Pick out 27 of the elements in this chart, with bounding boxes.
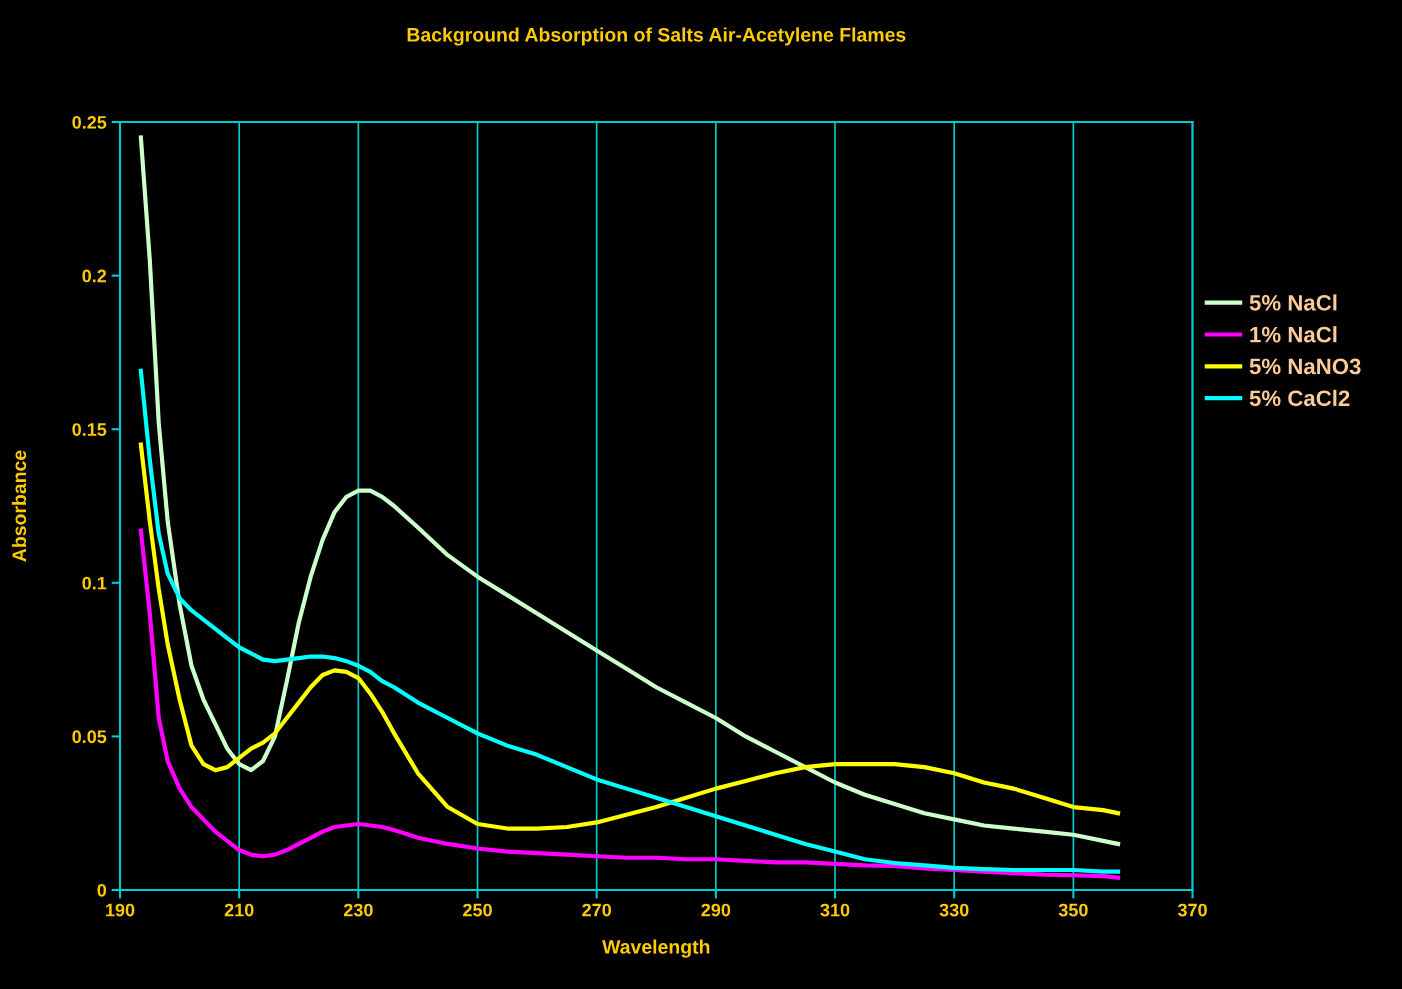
legend-label: 5% NaNO3 [1249, 358, 1361, 375]
x-tick-label: 310 [820, 903, 850, 917]
y-tick-label: 0.25 [72, 115, 107, 129]
x-tick-label: 270 [582, 903, 612, 917]
line-series [138, 528, 1121, 880]
x-tick-label: 230 [343, 903, 373, 917]
legend-label: 5% CaCl2 [1249, 389, 1350, 407]
y-tick-label: 0 [97, 883, 107, 897]
y-tick-label: 0.2 [82, 269, 107, 283]
legend-label: 1% NaCl [1250, 326, 1337, 343]
line-series [138, 135, 1121, 847]
x-tick-label: 350 [1058, 903, 1088, 917]
x-axis-title: Wavelength [602, 939, 710, 958]
x-tick-label: 370 [1177, 903, 1207, 917]
chart-title: Background Absorption of Salts Air-Acetylene Flames [407, 27, 906, 46]
x-tick-label: 190 [106, 903, 135, 917]
y-axis-title: Absorbance [11, 450, 27, 562]
y-tick-label: 0.1 [82, 576, 107, 590]
x-tick-label: 330 [939, 903, 969, 917]
x-tick-label: 250 [463, 903, 492, 917]
line-series [138, 368, 1121, 874]
y-tick-label: 0.15 [72, 423, 107, 436]
legend-label: 5% NaCl [1249, 294, 1337, 311]
x-tick-label: 210 [224, 903, 254, 917]
line-series [138, 442, 1121, 831]
y-tick-label: 0.05 [72, 730, 107, 744]
x-tick-label: 290 [701, 903, 731, 917]
